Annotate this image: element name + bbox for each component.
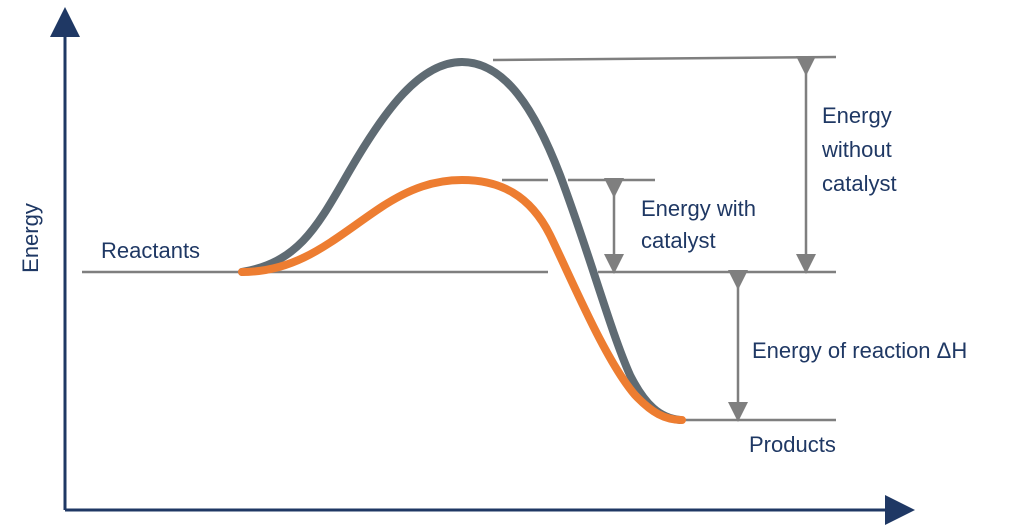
catalyzed-curve	[238, 175, 686, 424]
y-axis-label: Energy	[18, 203, 43, 273]
energy-with-catalyst-line-1: Energy with	[641, 196, 756, 221]
energy-without-catalyst-line-2: without	[821, 137, 892, 162]
uncatalyzed-peak-line	[492, 55, 837, 62]
uncatalyzed-curve	[238, 57, 684, 424]
energy-of-reaction-label: Energy of reaction ΔH	[752, 338, 967, 363]
reactants-label: Reactants	[101, 238, 200, 263]
energy-without-catalyst-line-3: catalyst	[822, 171, 897, 196]
products-label: Products	[749, 432, 836, 457]
energy-without-catalyst-line-1: Energy	[822, 103, 892, 128]
energy-without-catalyst-label: Energy without catalyst	[821, 103, 898, 196]
energy-with-catalyst-label: Energy with catalyst	[641, 196, 762, 253]
energy-with-catalyst-line-2: catalyst	[641, 228, 716, 253]
